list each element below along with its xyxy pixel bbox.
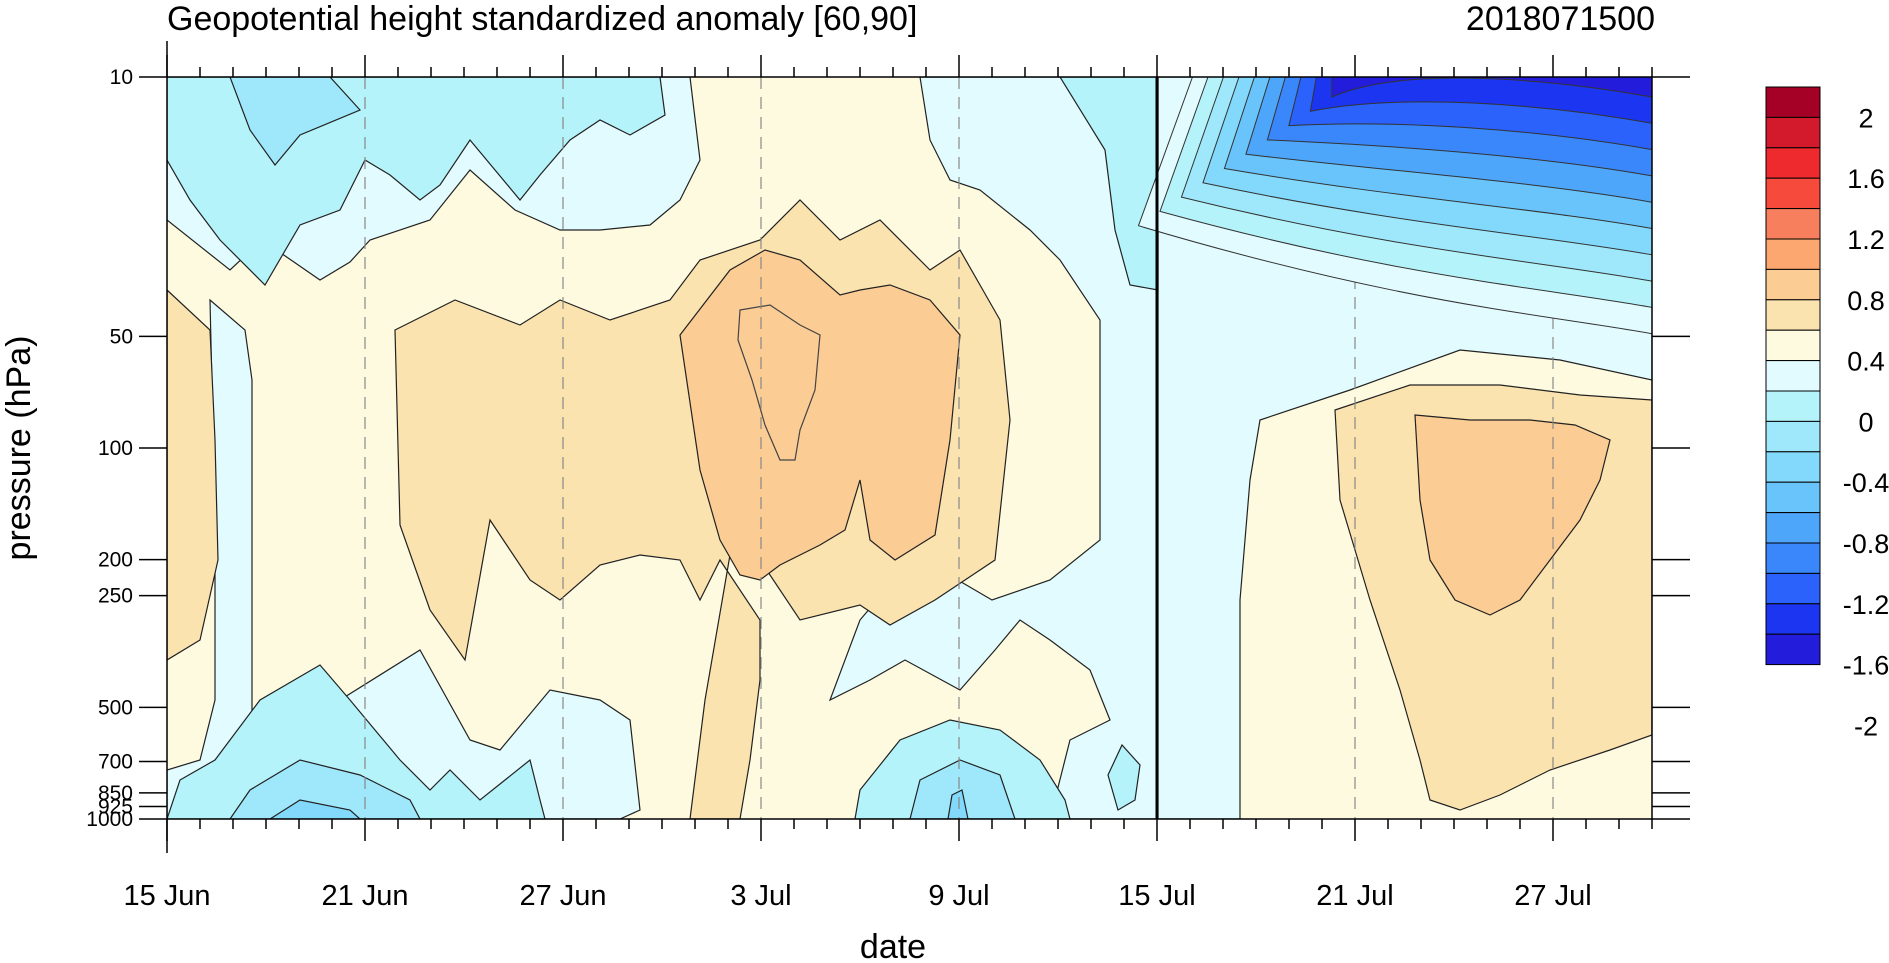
x-tick-label: 15 Jul <box>1118 880 1195 912</box>
colorbar-swatch <box>1765 572 1821 605</box>
colorbar-label: -2 <box>1854 711 1878 741</box>
forecast-band <box>1331 77 1652 98</box>
colorbar-swatch <box>1765 603 1821 635</box>
colorbar-swatch <box>1765 542 1821 574</box>
colorbar-swatch <box>1765 208 1821 240</box>
colorbar-label: 0.8 <box>1847 286 1885 316</box>
contour-pos-04-forecast <box>1414 414 1611 616</box>
colorbar-label: -1.6 <box>1843 651 1889 681</box>
contour-neg-06-bottom-left <box>229 759 421 819</box>
colorbar-swatch <box>1765 299 1821 331</box>
y-tick-label: 700 <box>98 751 133 774</box>
y-tick-label: 10 <box>110 66 133 89</box>
x-tick-label: 9 Jul <box>928 880 989 912</box>
x-tick-label: 21 Jun <box>321 880 408 912</box>
colorbar-swatch <box>1765 451 1821 483</box>
colorbar-swatch <box>1765 390 1821 422</box>
colorbar-swatch <box>1765 633 1821 666</box>
colorbar-swatch <box>1765 116 1821 149</box>
colorbar-swatch <box>1765 147 1821 179</box>
colorbar-swatch <box>1765 481 1821 514</box>
colorbar-swatch <box>1765 360 1821 392</box>
x-tick-label: 27 Jun <box>519 880 606 912</box>
forecast-band <box>1309 77 1652 124</box>
y-tick-label: 50 <box>110 325 133 348</box>
colorbar-swatch <box>1765 512 1821 544</box>
contour-neg-08-bottom-left <box>268 799 361 819</box>
x-tick-label: 21 Jul <box>1316 880 1393 912</box>
contour-neg-light-column <box>167 298 253 819</box>
colorbar-swatch <box>1765 420 1821 453</box>
colorbar-swatch <box>1765 329 1821 362</box>
colorbar-label: -1.2 <box>1843 590 1889 620</box>
x-tick-label: 27 Jul <box>1514 880 1591 912</box>
colorbar-label: 1.6 <box>1847 164 1885 194</box>
contour-neg-08-bottom-mid <box>947 789 969 819</box>
forecast-negative-bands <box>1137 77 1652 335</box>
colorbar-label: -0.8 <box>1843 529 1889 559</box>
x-axis-label: date <box>860 928 926 963</box>
contour-pos-06-center <box>737 304 821 461</box>
y-tick-label: 200 <box>98 549 133 572</box>
x-tick-label: 3 Jul <box>730 880 791 912</box>
y-tick-label: 925 <box>98 795 133 818</box>
chart-title: Geopotential height standardized anomaly… <box>167 0 918 38</box>
colorbar-label: 1.2 <box>1847 225 1885 255</box>
y-tick-label: 250 <box>98 585 133 608</box>
contour-pos-02-left <box>167 289 219 661</box>
contour-neg-04-right-top <box>1059 77 1159 291</box>
contour-neg-04-small <box>1107 743 1141 811</box>
y-tick-label: 850 <box>98 782 133 805</box>
colorbar-label: 0.4 <box>1847 347 1885 377</box>
colorbar-label: 2 <box>1858 103 1873 133</box>
colorbar-label: 0 <box>1858 407 1873 437</box>
x-axis-ticks: 15 Jun 21 Jun 27 Jun 3 Jul 9 Jul 15 Jul 21 Jul… <box>123 55 1653 912</box>
y-tick-label: 1000 <box>86 808 133 831</box>
colorbar-label: -0.4 <box>1843 468 1889 498</box>
y-tick-label: 500 <box>98 696 133 719</box>
y-tick-label: 100 <box>98 437 133 460</box>
colorbar-swatch <box>1765 238 1821 270</box>
colorbar-swatch <box>1765 86 1821 118</box>
x-tick-label: 15 Jun <box>123 880 210 912</box>
contour-neg-light-right <box>828 77 1159 819</box>
date-stamp: 2018071500 <box>1465 0 1655 38</box>
colorbar-swatch <box>1765 268 1821 301</box>
colorbar: 2 1.6 1.2 0.8 0.4 0 -0.4 -0.8 -1.2 -1.6 -2 <box>1765 86 1889 741</box>
contour-neg-06-top <box>229 77 362 166</box>
colorbar-swatch <box>1765 177 1821 210</box>
contour-pos-04-center <box>679 249 961 581</box>
y-axis-label: pressure (hPa) <box>0 336 38 561</box>
contour-neg-04-lower-left <box>167 664 546 819</box>
